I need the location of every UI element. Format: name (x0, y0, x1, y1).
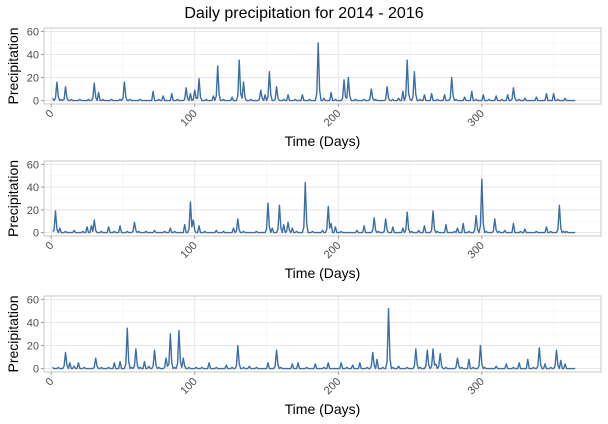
precipitation-series-line (52, 307, 576, 370)
y-tick-label: 60 (27, 159, 39, 171)
panel-2: 0 20 40 60 0 100 200 300 Time (Days) Precipitatio… (5, 159, 602, 281)
x-tick-label: 200 (322, 108, 343, 129)
panel-border (43, 160, 602, 237)
y-axis-title: Precipitation (5, 160, 21, 237)
y-tick-label: 40 (27, 317, 39, 329)
y-tick-label: 60 (27, 26, 39, 38)
x-tick-label: 200 (322, 240, 343, 261)
y-tick-label: 20 (27, 205, 39, 217)
x-tick-label: 100 (178, 240, 199, 261)
y-tick-label: 40 (27, 49, 39, 61)
y-tick-label: 60 (27, 294, 39, 306)
x-axis-title: Time (Days) (285, 265, 361, 281)
x-tick-label: 300 (466, 240, 487, 261)
y-tick-label: 20 (27, 73, 39, 85)
y-tick-label: 0 (33, 96, 39, 108)
panel-border (43, 295, 602, 373)
x-tick-label: 200 (322, 376, 343, 397)
x-tick-label: 100 (178, 376, 199, 397)
y-axis-title: Precipitation (5, 27, 21, 104)
x-tick-label: 300 (466, 108, 487, 129)
y-tick-label: 0 (33, 228, 39, 240)
y-tick-label: 20 (27, 341, 39, 353)
x-axis-title: Time (Days) (285, 133, 361, 149)
x-tick-label: 0 (43, 376, 56, 389)
x-tick-label: 0 (43, 108, 56, 121)
y-tick-label: 40 (27, 182, 39, 194)
x-tick-label: 0 (43, 240, 56, 253)
panel-1: 0 20 40 60 0 100 200 300 Time (Days) Precipitatio… (5, 26, 602, 149)
y-tick-label: 0 (33, 364, 39, 376)
panel-border (43, 27, 602, 105)
y-axis-title: Precipitation (5, 295, 21, 372)
panel-3: 0 20 40 60 0 100 200 300 Time (Days) Precipitatio… (5, 294, 602, 417)
x-tick-label: 100 (178, 108, 199, 129)
chart-title: Daily precipitation for 2014 - 2016 (184, 5, 423, 22)
x-tick-label: 300 (466, 376, 487, 397)
precipitation-series-line (52, 42, 576, 102)
precipitation-series-line (52, 178, 576, 234)
x-axis-title: Time (Days) (285, 401, 361, 417)
